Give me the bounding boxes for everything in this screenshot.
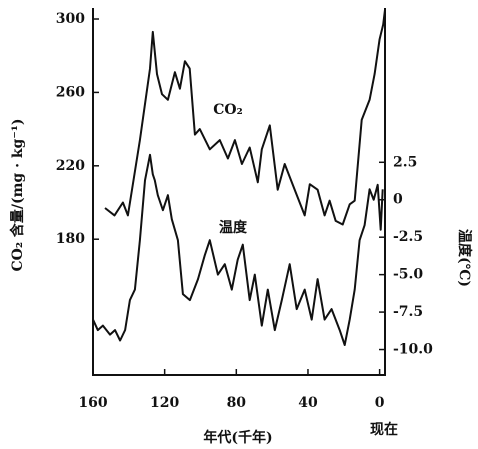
y2-tick-label: -2.5 — [393, 229, 423, 245]
y2-tick-label: 0 — [393, 192, 403, 208]
y2-tick-label: -7.5 — [393, 304, 423, 320]
x-axis-label: 年代(千年) — [203, 429, 272, 446]
y-tick-label: 260 — [56, 84, 85, 100]
series-line — [92, 153, 384, 346]
x-tick-label: 80 — [227, 395, 247, 411]
series-line — [104, 9, 386, 226]
x-tick-label: 0 — [375, 395, 385, 411]
y-tick-label: 180 — [56, 231, 85, 247]
x-tick-label: 160 — [78, 395, 107, 411]
annotation: CO₂ — [213, 102, 242, 118]
annotation: 现在 — [370, 421, 398, 438]
annotation: 温度 — [219, 219, 248, 236]
x-tick-label: 40 — [298, 395, 318, 411]
y2-tick-label: 2.5 — [393, 154, 417, 170]
y-tick-label: 300 — [56, 11, 85, 27]
y2-tick-label: -5.0 — [393, 267, 423, 283]
axes — [92, 8, 386, 376]
y2-axis-label: 温度(℃) — [456, 229, 473, 287]
x-tick-label: 120 — [150, 395, 179, 411]
y-axis-label: CO₂ 含量/(mg · kg⁻¹) — [9, 119, 26, 272]
y-tick-label: 220 — [56, 158, 85, 174]
y2-tick-label: -10.0 — [393, 342, 433, 358]
